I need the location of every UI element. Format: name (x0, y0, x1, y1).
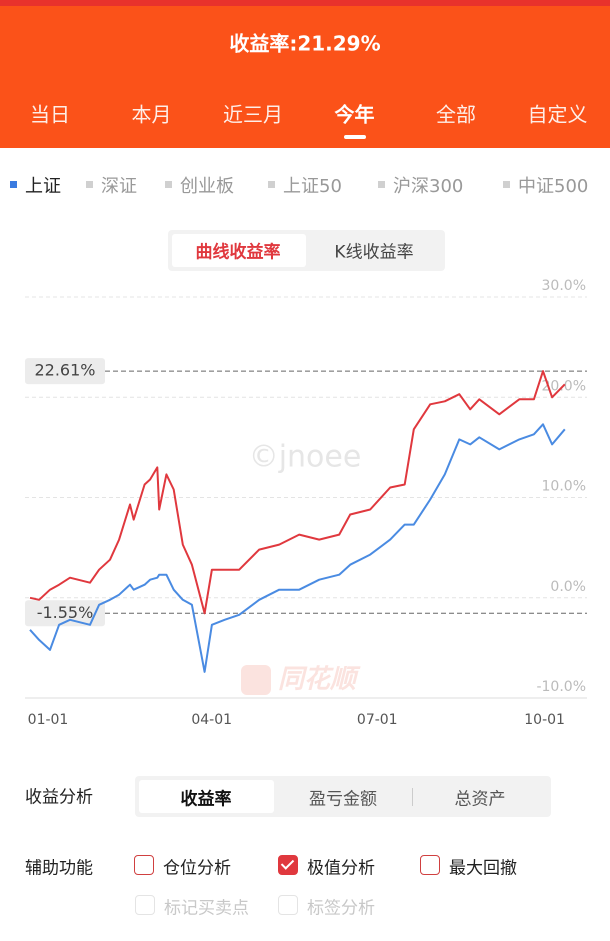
checkbox-label: 标签分析 (307, 898, 375, 919)
series-line (29, 423, 566, 673)
benchmark-marker (165, 181, 172, 188)
assist-label: 辅助功能 (25, 858, 93, 879)
benchmark-tab[interactable]: 创业板 (180, 176, 234, 197)
period-tab[interactable]: 本月 (131, 102, 172, 127)
benchmark-tab[interactable]: 深证 (101, 176, 137, 197)
benchmark-marker (503, 181, 510, 188)
benchmark-tab[interactable]: 上证 (25, 176, 61, 197)
watermark: ©jnoee (249, 440, 362, 475)
period-tab[interactable]: 自定义 (527, 102, 588, 127)
checkbox (135, 895, 155, 915)
mode-tab[interactable]: K线收益率 (334, 242, 414, 263)
series-line (29, 370, 566, 615)
y-tick-label: 0.0% (550, 579, 586, 595)
benchmark-tab[interactable]: 上证50 (283, 176, 342, 197)
extreme-label: -1.55% (37, 603, 94, 622)
analysis-tab[interactable]: 总资产 (454, 789, 506, 810)
checkbox-label[interactable]: 最大回撤 (449, 858, 517, 879)
mode-active-bg (172, 234, 306, 267)
benchmark-marker (268, 181, 275, 188)
analysis-label: 收益分析 (25, 787, 93, 808)
status-strip (0, 0, 610, 6)
x-tick-label: 04-01 (191, 712, 232, 728)
checkbox-label[interactable]: 极值分析 (307, 858, 375, 879)
x-tick-label: 01-01 (28, 712, 69, 728)
analysis-tab[interactable]: 盈亏金额 (309, 789, 377, 810)
header (0, 6, 610, 148)
header-title: 收益率:21.29% (229, 31, 381, 56)
analysis-tab[interactable]: 收益率 (180, 789, 232, 810)
y-tick-label: 10.0% (542, 479, 586, 495)
period-tab[interactable]: 全部 (436, 102, 476, 127)
checkbox[interactable] (134, 855, 154, 875)
checkbox[interactable] (278, 855, 298, 875)
period-tab[interactable]: 当日 (30, 102, 70, 127)
extreme-label: 22.61% (34, 361, 95, 380)
benchmark-tab[interactable]: 沪深300 (393, 176, 464, 197)
x-tick-label: 10-01 (524, 712, 565, 728)
tab-underline (343, 135, 366, 139)
extreme-label-bg (25, 600, 105, 627)
period-tab[interactable]: 近三月 (223, 102, 283, 127)
benchmark-marker (86, 181, 93, 188)
analysis-active-bg (139, 780, 274, 813)
checkbox-label: 标记买卖点 (164, 898, 249, 919)
checkbox-label[interactable]: 仓位分析 (163, 858, 231, 879)
y-tick-label: 30.0% (542, 278, 586, 294)
period-tab[interactable]: 今年 (334, 102, 375, 127)
checkbox (278, 895, 298, 915)
checkbox[interactable] (420, 855, 440, 875)
watermark: 同花顺 (278, 665, 361, 695)
watermark-logo (241, 665, 271, 695)
extreme-label-bg (25, 358, 105, 385)
divider (412, 788, 413, 806)
benchmark-marker (378, 181, 385, 188)
y-tick-label: -10.0% (536, 679, 586, 695)
benchmark-tab[interactable]: 中证500 (518, 176, 589, 197)
benchmark-marker (10, 181, 17, 188)
mode-tab[interactable]: 曲线收益率 (195, 242, 281, 263)
x-tick-label: 07-01 (357, 712, 398, 728)
checkmark (280, 856, 295, 870)
